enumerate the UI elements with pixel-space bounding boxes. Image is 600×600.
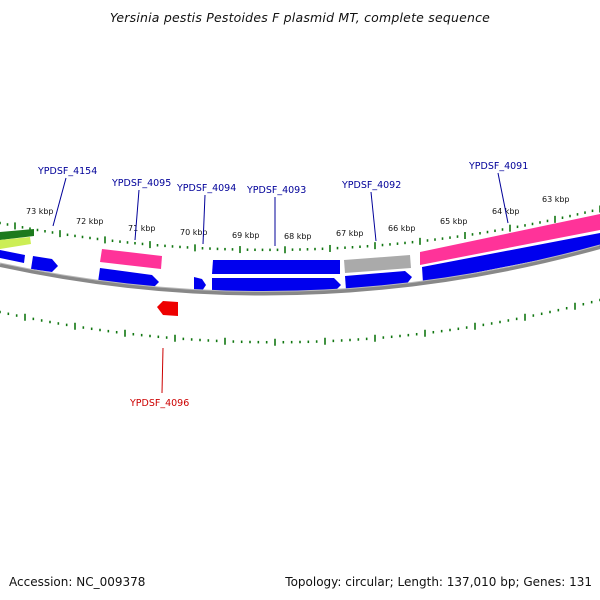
outer-scale-ticks [0,205,600,254]
cds-ypdsf-4154[interactable] [31,256,58,272]
gene-label[interactable]: YPDSF_4096 [129,398,189,409]
rna-ypdsf-4096[interactable] [157,301,178,316]
scale-label: 66 kbp [388,224,416,233]
cds-fwd-left-1[interactable] [0,250,25,263]
gene-label-leader [497,172,509,224]
gene-label-leader [52,177,67,227]
cds-ypdsf-4094[interactable] [194,277,206,291]
scale-label: 70 kbp [180,228,208,237]
gene-label[interactable]: YPDSF_4154 [37,166,97,177]
cds-ypdsf-4093-inner[interactable] [212,278,341,292]
gene-label[interactable]: YPDSF_4092 [341,180,401,191]
mobile-element-ypdsf-4095[interactable] [100,249,162,269]
map-title: Yersinia pestis Pestoides F plasmid MT, … [109,10,491,25]
gene-label-leader [134,189,140,241]
gene-label[interactable]: YPDSF_4093 [246,185,306,196]
feature-green-outer[interactable] [0,229,34,240]
gene-label[interactable]: YPDSF_4091 [468,161,528,172]
scale-label: 68 kbp [284,232,312,241]
mobile-element-ypdsf-4091[interactable] [420,214,600,265]
gene-label-leader [161,347,164,394]
cds-ypdsf-4093-outer[interactable] [212,260,340,274]
gene-labels: YPDSF_4154 YPDSF_4095 YPDSF_4094 YPDSF_4093… [37,161,528,409]
scale-label: 63 kbp [542,195,570,204]
gene-label[interactable]: YPDSF_4094 [176,183,236,194]
feature-yellow-outer[interactable] [0,237,31,249]
inner-scale-ticks [0,298,600,346]
gene-label-leader [202,194,206,245]
scale-label: 67 kbp [336,229,364,238]
accession-label: Accession: NC_009378 [9,575,146,589]
topology-summary: Topology: circular; Length: 137,010 bp; … [285,575,592,589]
pseudo-ypdsf-4092[interactable] [344,255,411,273]
scale-label: 69 kbp [232,231,260,240]
scale-labels: 73 kbp 72 kbp 71 kbp 70 kbp 69 kbp 68 kbp 67 k… [26,195,570,241]
backbone-circle [0,244,600,296]
scale-label: 73 kbp [26,207,54,216]
gene-label-leader [370,191,377,242]
cds-fwd-track2-c[interactable] [422,233,600,283]
gene-label[interactable]: YPDSF_4095 [111,178,171,189]
scale-label: 72 kbp [76,217,104,226]
scale-label: 65 kbp [440,217,468,226]
scale-label: 71 kbp [128,224,156,233]
